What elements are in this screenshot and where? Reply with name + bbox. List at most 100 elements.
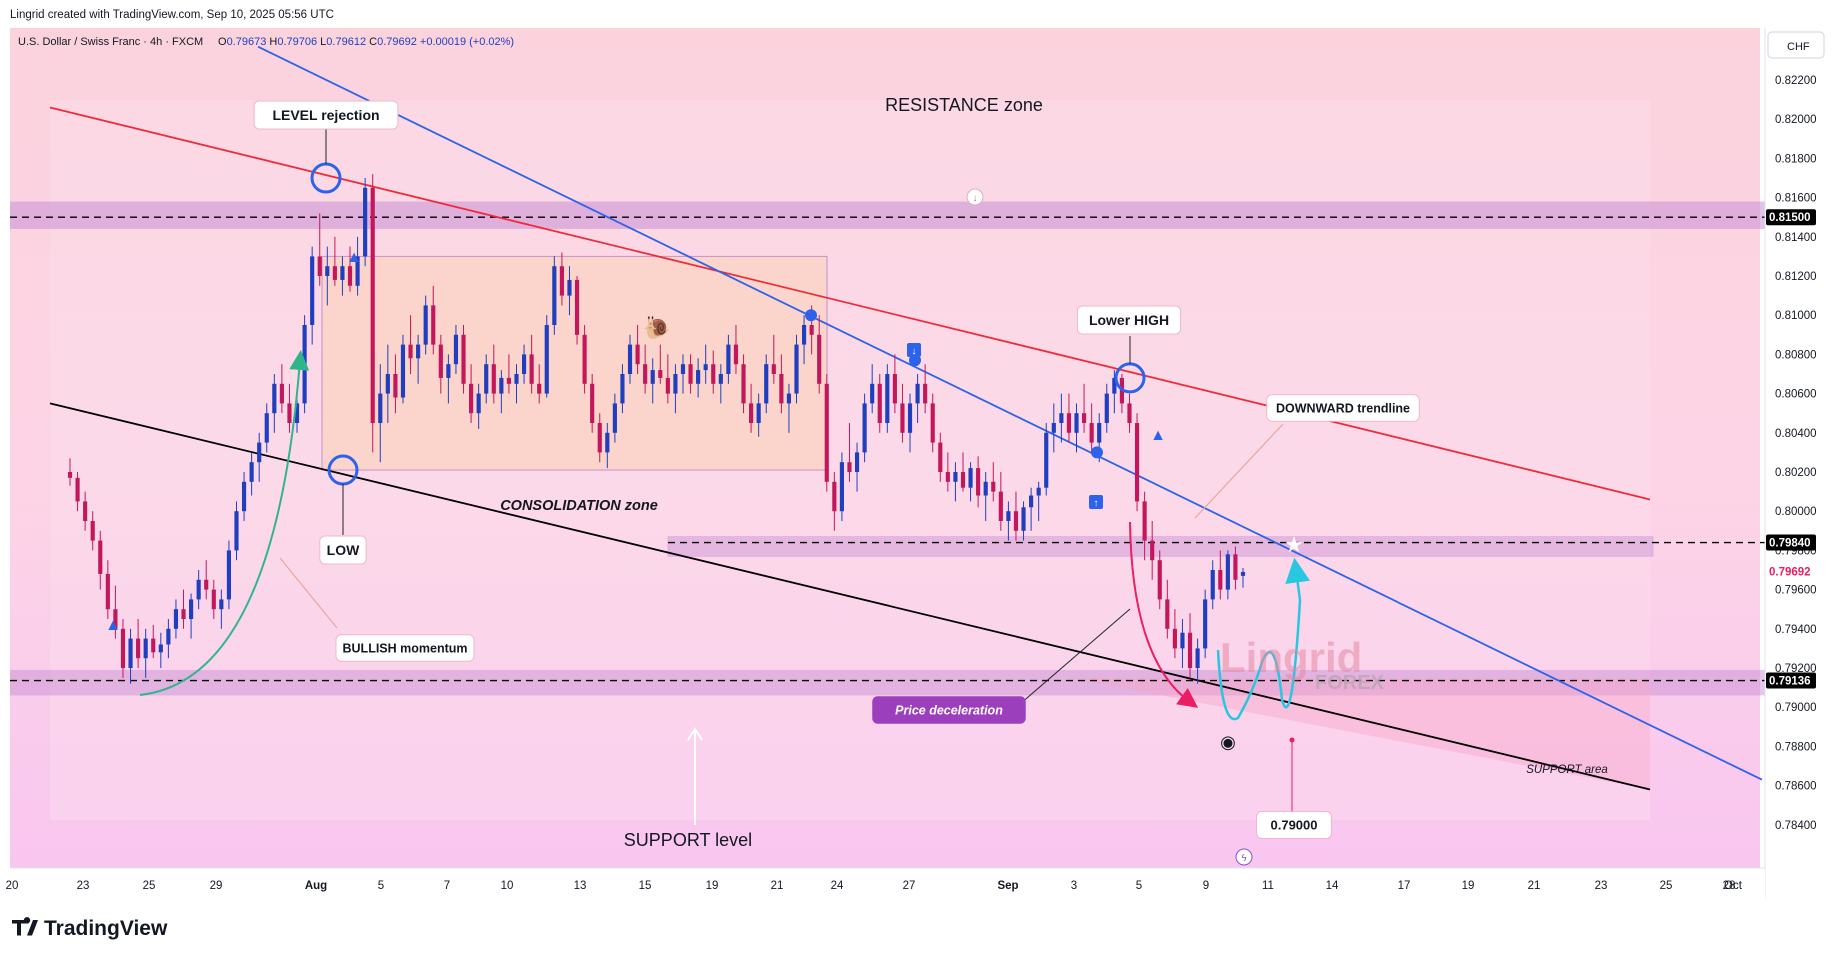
projected-path-arrow — [1216, 557, 1311, 721]
candle-body — [1187, 632, 1193, 668]
lower-high-label: Lower HIGH — [1089, 312, 1169, 328]
info-down-icon — [966, 188, 984, 206]
credit-text: Lingrid created with TradingView.com, Se… — [10, 9, 334, 21]
price-tick: 0.80600 — [1775, 389, 1817, 401]
price-tick: 0.79400 — [1775, 624, 1817, 636]
star-icon: ★ — [1284, 532, 1304, 557]
candle-body — [506, 377, 512, 384]
candle-body — [279, 383, 284, 404]
candle-body — [1203, 599, 1208, 649]
candle-body — [347, 266, 353, 286]
candle-body — [892, 374, 897, 404]
candle-body — [1165, 599, 1170, 629]
time-tick: 15 — [639, 880, 652, 892]
candle-body — [1013, 511, 1019, 531]
bullish-callout-connector — [279, 557, 338, 629]
time-tick: 5 — [1136, 880, 1142, 892]
candle-body — [703, 364, 708, 371]
price-tick: 0.81000 — [1775, 310, 1817, 322]
price-badge-bg — [1766, 563, 1816, 580]
candle-body — [983, 481, 988, 496]
candle-body — [960, 472, 966, 488]
candle-body — [885, 374, 890, 423]
candle-body — [416, 344, 421, 359]
candle-body — [991, 481, 996, 492]
candle-body — [1021, 507, 1026, 531]
consolidation-box — [321, 255, 828, 471]
watermark-main: Lingrid — [1220, 634, 1362, 681]
downward-trendline-label-box — [1266, 394, 1420, 422]
price-tick: 0.79200 — [1775, 663, 1817, 675]
candle-body — [1240, 571, 1246, 576]
candle-body — [113, 609, 118, 629]
time-tick: 13 — [574, 880, 587, 892]
black-support-line — [49, 402, 1651, 791]
candle-body — [491, 364, 496, 394]
support-level-label: SUPPORT level — [624, 830, 752, 850]
candle-body — [817, 334, 822, 384]
candle-body — [733, 344, 739, 365]
candle-body — [801, 325, 807, 345]
target-label: 0.79000 — [1271, 818, 1318, 833]
resistance-zone-label: RESISTANCE zone — [885, 95, 1043, 115]
candle-body — [1029, 495, 1034, 508]
candle-body — [446, 364, 451, 378]
price-badge: 0.79692 — [1769, 567, 1811, 579]
info-down-glyph: ↓ — [973, 193, 978, 204]
zones-layer — [10, 201, 1765, 790]
candle-body — [1127, 403, 1132, 423]
candle-body — [862, 403, 867, 453]
candle-body — [158, 644, 163, 653]
trendline-touch-dot — [909, 354, 921, 367]
candle-body — [1172, 628, 1177, 649]
candle-body — [1089, 423, 1094, 443]
candle-body — [680, 364, 686, 374]
candle-body — [1134, 423, 1140, 502]
time-tick: 28 — [1723, 880, 1736, 892]
candle-body — [854, 452, 860, 472]
candle-body — [453, 334, 459, 365]
price-tick: 0.79000 — [1775, 702, 1817, 714]
candle-body — [181, 609, 186, 619]
time-tick: 10 — [501, 880, 514, 892]
price-tick: 0.80800 — [1775, 349, 1817, 361]
time-tick: Sep — [997, 880, 1018, 892]
candle-body — [302, 325, 307, 404]
price-badge-bg — [1766, 209, 1816, 226]
time-tick: 9 — [1203, 880, 1209, 892]
candle-body — [620, 374, 625, 404]
candle-body — [136, 638, 141, 659]
candle-body — [627, 344, 633, 374]
time-tick: 24 — [831, 880, 844, 892]
candle-body — [400, 344, 406, 398]
upper-red-trendline — [49, 106, 1651, 501]
candle-body — [877, 383, 882, 423]
candle-body — [870, 383, 875, 404]
candle-body — [938, 442, 943, 472]
candle-body — [166, 628, 171, 645]
support-band — [10, 669, 1765, 696]
candle-body — [711, 364, 716, 384]
time-tick: 19 — [1462, 880, 1475, 892]
price-badge-bg — [1766, 672, 1816, 689]
tv-logo-text: TradingView — [44, 917, 168, 940]
candle-body — [930, 403, 935, 443]
candle-body — [431, 305, 436, 345]
resistance-band — [10, 201, 1765, 229]
price-tick: 0.81400 — [1775, 232, 1817, 244]
candle-body — [771, 364, 776, 374]
low-label: LOW — [327, 542, 360, 558]
tradingview-logo[interactable]: TradingView — [12, 917, 168, 940]
price-axis-ticks: 0.82200 0.82000 0.81800 0.81600 0.81400 0.812… — [1775, 75, 1817, 832]
candle-body — [673, 374, 678, 394]
candle-body — [612, 403, 617, 433]
currency-button[interactable]: CHF — [1767, 31, 1825, 59]
candle-body — [756, 403, 761, 423]
candle-body — [189, 599, 194, 619]
price-tick: 0.78600 — [1775, 781, 1817, 793]
candle-body — [204, 579, 209, 590]
price-tick: 0.79600 — [1775, 585, 1817, 597]
symbol-text: U.S. Dollar / Swiss Franc · 4h · FXCM — [18, 36, 203, 48]
candle-body — [257, 442, 262, 463]
